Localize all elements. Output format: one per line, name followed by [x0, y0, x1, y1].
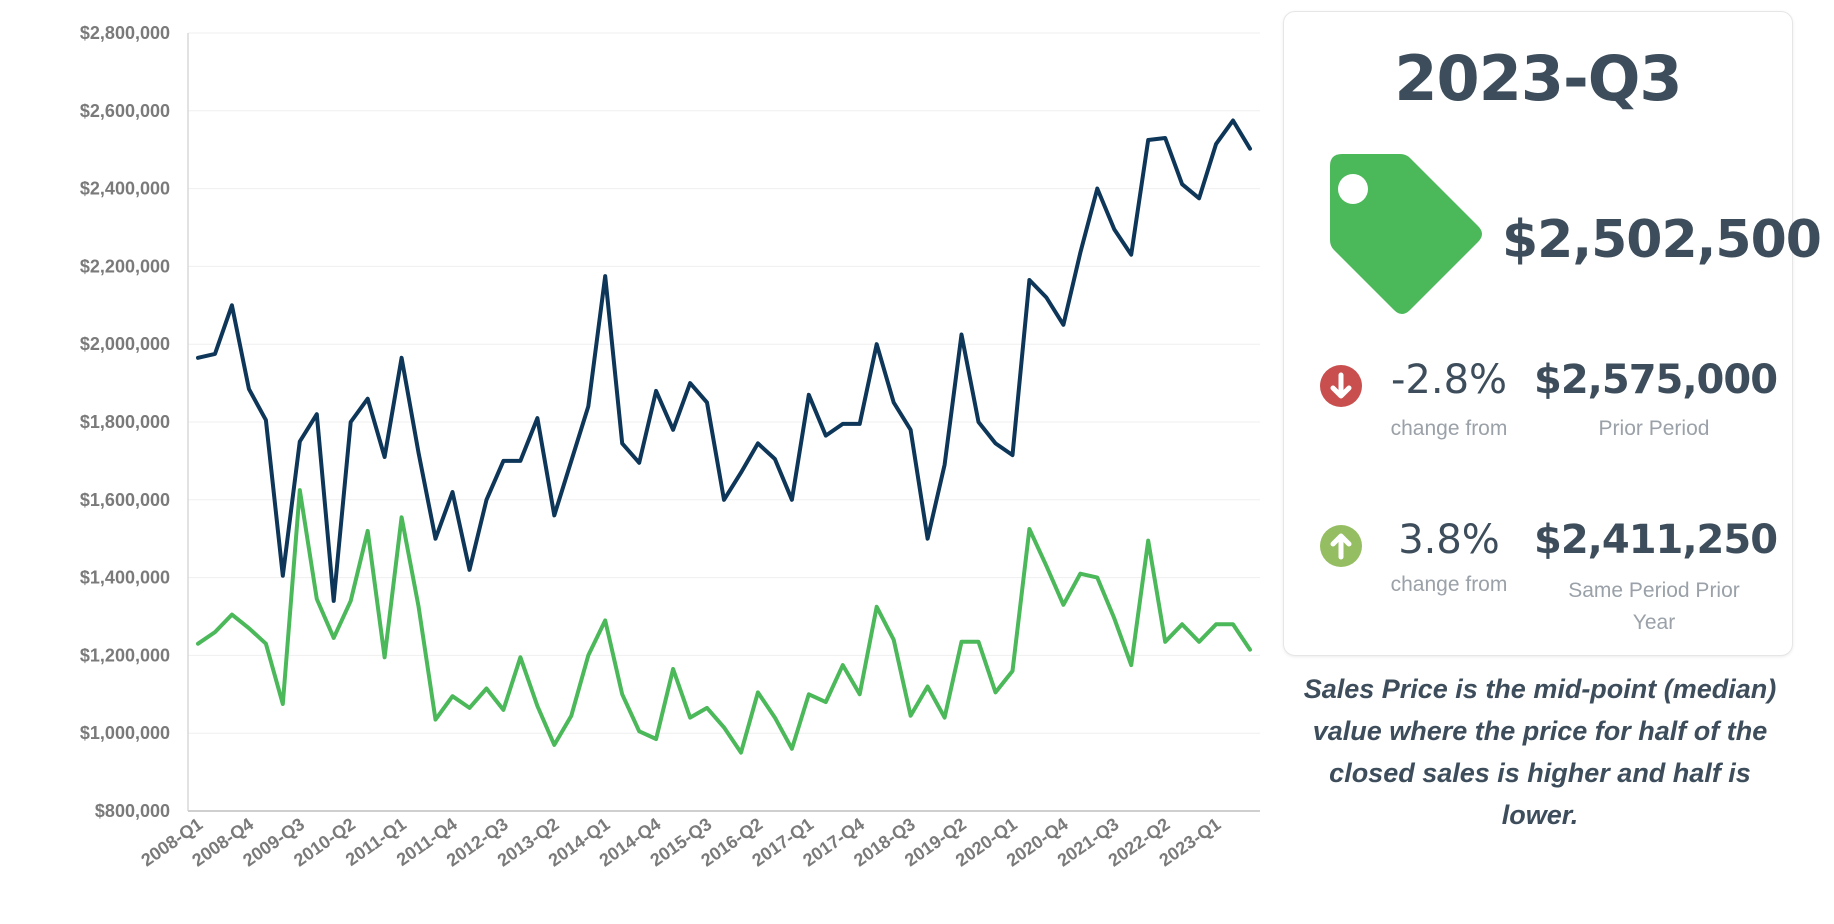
y-tick-label: $1,200,000: [80, 645, 170, 665]
y-tick-label: $1,600,000: [80, 490, 170, 510]
prior-period-change-label: change from: [1390, 417, 1508, 440]
current-price: $2,502,500: [1502, 210, 1822, 270]
prior-period-change-pct: -2.8%: [1390, 357, 1508, 403]
footnote: Sales Price is the mid-point (median) va…: [1303, 674, 1777, 830]
prior-year-amount: $2,411,250: [1534, 517, 1778, 563]
prior-period-label: Prior Period: [1598, 417, 1710, 440]
prior-period-comparison: -2.8% change from $2,575,000 Prior Perio…: [1284, 357, 1792, 497]
y-tick-label: $800,000: [95, 801, 170, 821]
prior-year-change-label: change from: [1390, 573, 1508, 596]
series-line-series-1: [196, 118, 1252, 603]
price-tag-icon: [1320, 152, 1490, 327]
y-tick-label: $2,600,000: [80, 101, 170, 121]
arrow-down-icon: [1320, 365, 1362, 407]
sales-price-line-chart: $800,000 $1,000,000 $1,200,000 $1,400,000 $1…: [80, 23, 1260, 870]
y-tick-label: $1,800,000: [80, 412, 170, 432]
arrow-up-icon: [1320, 525, 1362, 567]
prior-year-comparison: 3.8% change from $2,411,250 Same Period …: [1284, 517, 1792, 657]
y-tick-label: $2,200,000: [80, 256, 170, 276]
y-tick-label: $2,400,000: [80, 179, 170, 199]
prior-year-change-pct: 3.8%: [1398, 517, 1500, 563]
y-tick-label: $2,000,000: [80, 334, 170, 354]
y-tick-label: $1,000,000: [80, 723, 170, 743]
y-tick-label: $1,400,000: [80, 568, 170, 588]
series-line-series-2: [196, 488, 1252, 755]
summary-card: 2023-Q3 $2,502,500 -2.8% change from $2,…: [1283, 11, 1822, 657]
prior-year-label: Same Period Prior Year: [1568, 579, 1740, 634]
prior-period-amount: $2,575,000: [1534, 357, 1778, 403]
y-tick-label: $2,800,000: [80, 23, 170, 43]
period-title: 2023-Q3: [1394, 42, 1682, 115]
